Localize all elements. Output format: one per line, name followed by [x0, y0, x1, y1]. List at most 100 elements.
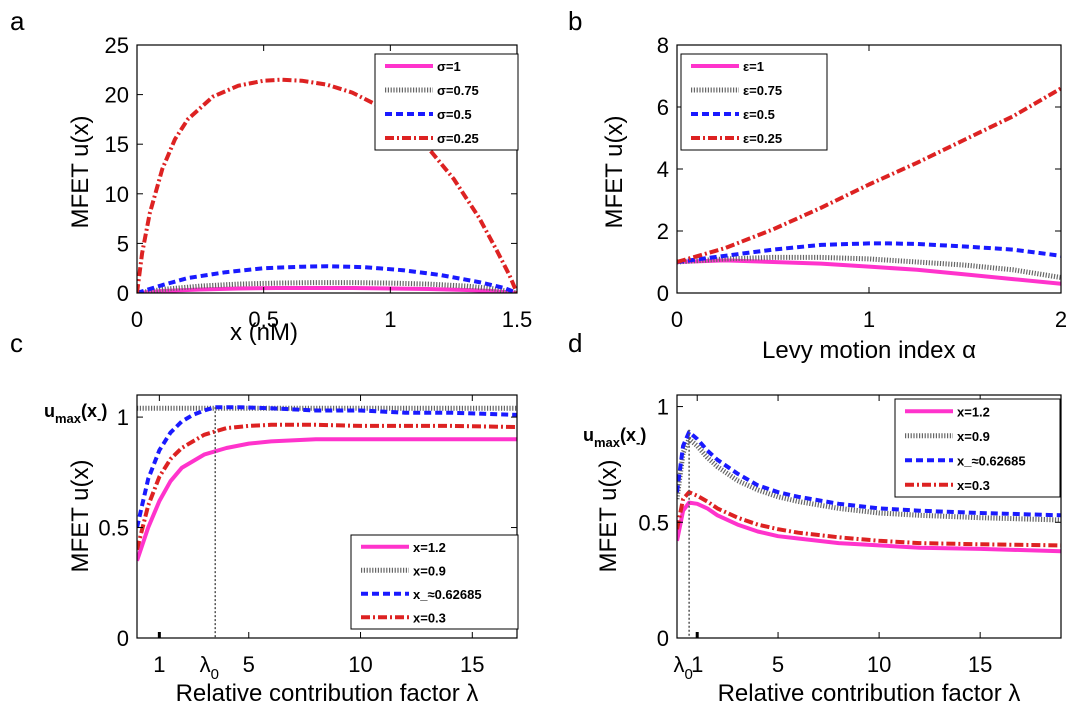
lambda0-label: λ0 [673, 652, 692, 683]
series-line-4 [137, 422, 517, 551]
legend-entry: x=0.3 [413, 610, 446, 625]
legend-entry: x_≈0.62685 [413, 587, 482, 602]
x-tick-label: 0.5 [248, 307, 279, 332]
legend-entry: ε=0.5 [743, 107, 775, 122]
x-tick-label: 15 [968, 652, 992, 677]
legend-entry: ε=1 [743, 59, 764, 74]
panel-letter: d [568, 328, 582, 358]
y-axis-label: MFET u(x) [601, 116, 628, 229]
umax-part: - [97, 411, 101, 426]
y-tick-label: 0.5 [638, 510, 669, 535]
series-line-4 [137, 77, 517, 293]
series-group [677, 430, 1061, 554]
lambda0-sub: 0 [211, 666, 219, 683]
panel-b: b 0 1 2 0 2 4 6 8 Levy motion index α MFET u(x) ε=1… [568, 6, 1067, 364]
x-tick-label: 1 [153, 652, 165, 677]
panel-letter: a [10, 6, 25, 36]
x-tick-label: 0 [671, 307, 683, 332]
series-line-1 [677, 500, 1061, 554]
legend: x=1.2 x=0.9 x_≈0.62685 x=0.3 [894, 398, 1061, 498]
legend-entry: x=1.2 [413, 540, 446, 555]
x-axis-label: Levy motion index α [762, 337, 976, 364]
umax-part: u [44, 401, 55, 421]
y-tick-label: 0 [657, 281, 669, 306]
y-tick-label: 0 [117, 626, 129, 651]
umax-part: ) [640, 425, 646, 445]
y-axis-label: MFET u(x) [595, 460, 622, 573]
legend: σ=1 σ=0.75 σ=0.5 σ=0.25 [374, 53, 519, 151]
x-tick-label: 1.5 [502, 307, 533, 332]
axes-frame [136, 394, 518, 639]
x-tick-label: 15 [460, 652, 484, 677]
x-tick-label: 1 [863, 307, 875, 332]
axes-frame [676, 394, 1062, 639]
y-tick-label: 8 [657, 33, 669, 58]
lambda0-symbol: λ [673, 652, 684, 677]
legend-box [374, 53, 519, 151]
legend-entry: σ=1 [437, 59, 461, 74]
y-tick-label: 4 [657, 157, 669, 182]
umax-part: max [55, 411, 82, 426]
legend-entry: x_≈0.62685 [957, 453, 1026, 468]
legend-entry: σ=0.25 [437, 131, 479, 146]
y-tick-label: 1 [657, 395, 669, 420]
umax-part: ) [101, 401, 107, 421]
series-group [137, 405, 517, 562]
series-group [677, 86, 1061, 286]
y-tick-label: 1 [117, 405, 129, 430]
series-line-3 [137, 264, 517, 293]
panel-letter: c [10, 328, 23, 358]
umax-part: u [583, 425, 594, 445]
lambda0-sub: 0 [684, 666, 692, 683]
x-tick-label: 5 [772, 652, 784, 677]
legend-entry: σ=0.5 [437, 107, 472, 122]
legend-entry: ε=0.25 [743, 131, 782, 146]
x-axis-label: Relative contribution factor λ [718, 680, 1021, 707]
legend-entry: ε=0.75 [743, 83, 782, 98]
x-tick-label: 5 [243, 652, 255, 677]
axes-frame [136, 44, 518, 294]
x-tick-label: 2 [1055, 307, 1067, 332]
y-tick-label: 0 [117, 281, 129, 306]
panel-letter: b [568, 6, 582, 36]
legend-entry: σ=0.75 [437, 83, 479, 98]
x-tick-marker [157, 632, 161, 638]
x-tick-label: 1 [691, 652, 703, 677]
panel-a: a 0 0.5 1 1.5 0 5 10 15 20 25 x (nM) MFET u(x) σ=1 σ=0… [10, 6, 532, 346]
series-group [137, 77, 517, 293]
y-tick-label: 2 [657, 219, 669, 244]
umax-annotation: umax(x-) [583, 425, 646, 450]
x-axis-label: x (nM) [230, 319, 298, 346]
series-line-4 [677, 490, 1061, 548]
x-tick-label: 1 [384, 307, 396, 332]
series-line-1 [677, 258, 1061, 286]
series-line-1 [137, 286, 517, 293]
y-tick-label: 0 [657, 626, 669, 651]
x-tick-label: 10 [348, 652, 372, 677]
umax-part: - [636, 435, 640, 450]
series-line-3 [677, 241, 1061, 264]
legend: x=1.2 x=0.9 x_≈0.62685 x=0.3 [350, 534, 519, 630]
series-line-2 [137, 280, 517, 293]
umax-part: (x [620, 425, 636, 445]
series-line-2 [677, 436, 1061, 523]
x-axis-label: Relative contribution factor λ [176, 680, 479, 707]
y-tick-label: 5 [117, 231, 129, 256]
y-tick-label: 15 [105, 132, 129, 157]
y-tick-label: 25 [105, 33, 129, 58]
y-tick-label: 20 [105, 83, 129, 108]
y-tick-label: 0.5 [98, 516, 129, 541]
y-tick-label: 6 [657, 95, 669, 120]
y-axis-label: MFET u(x) [67, 460, 94, 573]
umax-part: (x [81, 401, 97, 421]
y-tick-label: 10 [105, 182, 129, 207]
lambda0-symbol: λ [200, 652, 211, 677]
x-tick-label: 10 [867, 652, 891, 677]
legend-box [350, 534, 519, 630]
series-line-4 [677, 86, 1061, 264]
lambda0-label: λ0 [200, 652, 219, 683]
legend-entry: x=0.9 [957, 429, 990, 444]
y-axis-label: MFET u(x) [67, 116, 94, 229]
